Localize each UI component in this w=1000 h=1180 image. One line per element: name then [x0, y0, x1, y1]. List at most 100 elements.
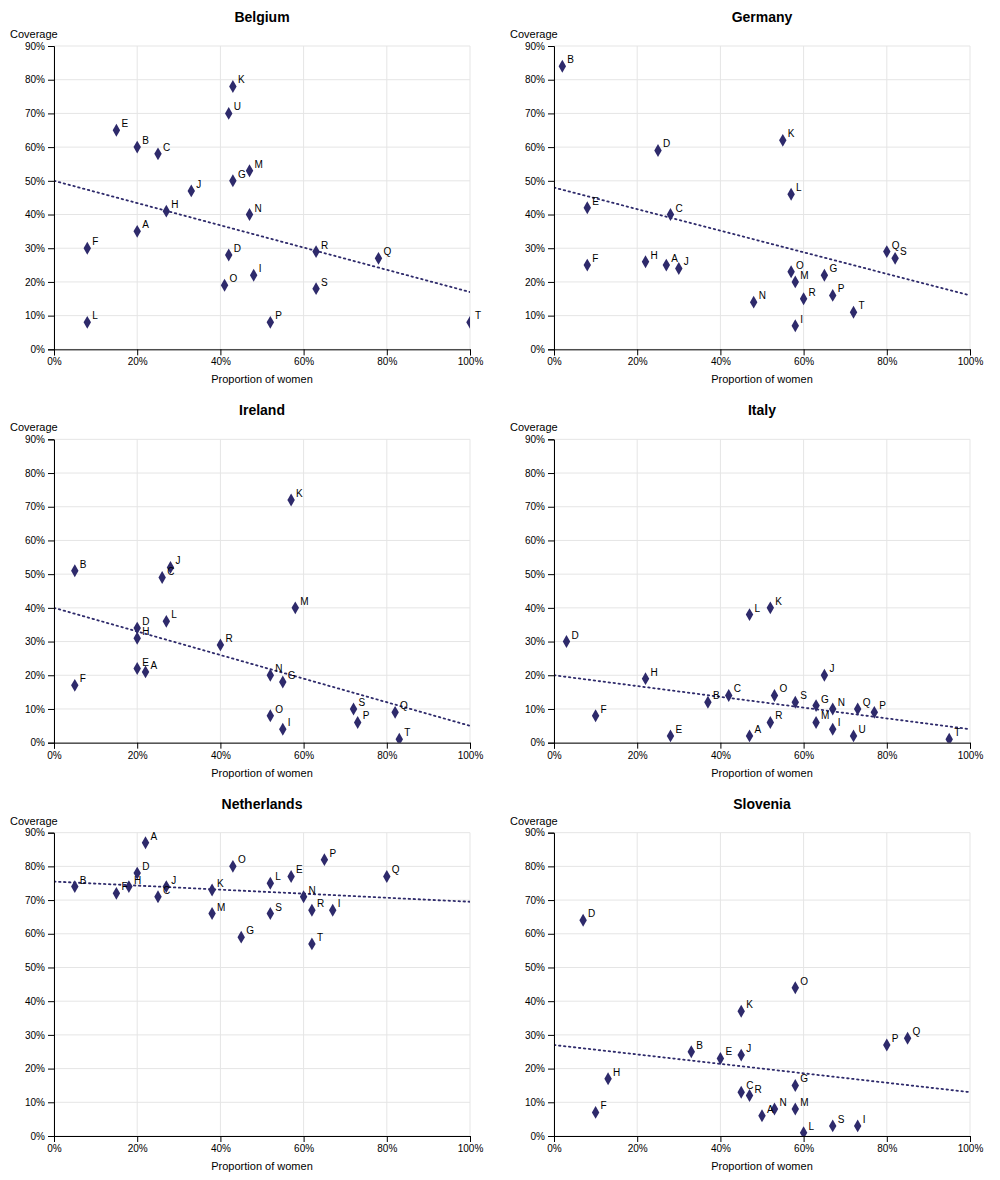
grid-line-y [554, 933, 970, 934]
point-label: R [225, 633, 232, 644]
point [383, 870, 390, 883]
grid-line-y [554, 607, 970, 608]
point-label: C [163, 142, 170, 153]
tick-mark [548, 147, 554, 148]
tick-mark [48, 80, 54, 81]
grid-line-y [54, 675, 470, 676]
tick-mark [48, 1102, 54, 1103]
point [221, 279, 228, 292]
grid-line-y [554, 113, 970, 114]
point-label: D [234, 243, 241, 254]
point [821, 269, 828, 282]
grid-line-y [554, 281, 970, 282]
grid-line-y [54, 641, 470, 642]
point-label: U [859, 724, 866, 735]
point-label: S [321, 277, 328, 288]
point-label: P [879, 700, 886, 711]
x-axis-title: Proportion of women [711, 1160, 813, 1172]
tick-mark [548, 113, 554, 114]
point [308, 904, 315, 917]
point [133, 662, 140, 675]
tick-mark [48, 473, 54, 474]
grid-line-x [970, 439, 971, 742]
tick-mark [48, 113, 54, 114]
axis-line [55, 743, 471, 749]
tick-mark [720, 349, 721, 355]
point [642, 672, 649, 685]
grid-line-x [137, 439, 138, 742]
point [279, 676, 286, 689]
point [584, 259, 591, 272]
point [208, 907, 215, 920]
grid-line-x [137, 46, 138, 349]
grid-line-y [554, 708, 970, 709]
tick: 60% [25, 142, 54, 153]
tick-mark [548, 473, 554, 474]
point-label: H [171, 199, 178, 210]
grid-line-y [554, 506, 970, 507]
tick-label: 80% [377, 1143, 397, 1154]
point [71, 564, 78, 577]
tick-mark [470, 743, 471, 749]
point [792, 1079, 799, 1092]
grid-line-y [54, 1034, 470, 1035]
tick-label: 40% [211, 750, 231, 761]
axis-line [555, 743, 971, 749]
point-label: L [171, 609, 177, 620]
y-axis-title: Coverage [510, 28, 558, 40]
panel: ABCDEFGHIJKLMNOPQRS0%20%40%60%80%100%0%1… [510, 796, 983, 1172]
point-label: H [142, 626, 149, 637]
tick: 20% [128, 349, 148, 367]
point-label: P [275, 310, 282, 321]
point-label: N [759, 290, 766, 301]
grid-line-x [720, 439, 721, 742]
point [579, 914, 586, 927]
tick-label: 50% [25, 569, 45, 580]
tick-label: 20% [628, 1143, 648, 1154]
tick: 0% [547, 349, 562, 367]
tick-mark [48, 349, 54, 350]
grid-line-x [637, 439, 638, 742]
tick: 0% [531, 344, 554, 355]
axis-line [548, 47, 555, 350]
point-label: E [725, 1046, 732, 1057]
y-axis-title: Coverage [510, 421, 558, 433]
point-label: F [601, 1100, 607, 1111]
tick-mark [887, 743, 888, 749]
tick-label: 70% [525, 501, 545, 512]
grid-line-y [54, 113, 470, 114]
trend-line [54, 181, 470, 292]
tick: 80% [877, 349, 897, 367]
tick: 60% [794, 743, 814, 761]
point [225, 107, 232, 120]
point-label: M [217, 902, 225, 913]
grid-line-y [54, 180, 470, 181]
tick-mark [548, 967, 554, 968]
point-label: H [134, 875, 141, 886]
tick-label: 90% [525, 434, 545, 445]
grid [554, 46, 970, 349]
point-label: E [142, 657, 149, 668]
axis-line [555, 350, 971, 356]
tick-mark [804, 349, 805, 355]
tick-label: 90% [25, 434, 45, 445]
tick-mark [48, 507, 54, 508]
tick-mark [548, 80, 554, 81]
tick-mark [220, 1136, 221, 1142]
grid-line-y [554, 900, 970, 901]
tick: 90% [525, 41, 554, 52]
grid-line-y [554, 214, 970, 215]
tick: 90% [525, 434, 554, 445]
grid-line-x [386, 46, 387, 349]
tick-label: 60% [294, 750, 314, 761]
point-label: B [567, 54, 574, 65]
grid-line-x [303, 46, 304, 349]
point-label: P [329, 848, 336, 859]
point [746, 608, 753, 621]
tick-label: 20% [128, 1143, 148, 1154]
point-label: G [821, 694, 829, 705]
tick: 90% [25, 827, 54, 838]
tick-label: 50% [525, 569, 545, 580]
point-label: T [475, 310, 481, 321]
tick-mark [548, 507, 554, 508]
